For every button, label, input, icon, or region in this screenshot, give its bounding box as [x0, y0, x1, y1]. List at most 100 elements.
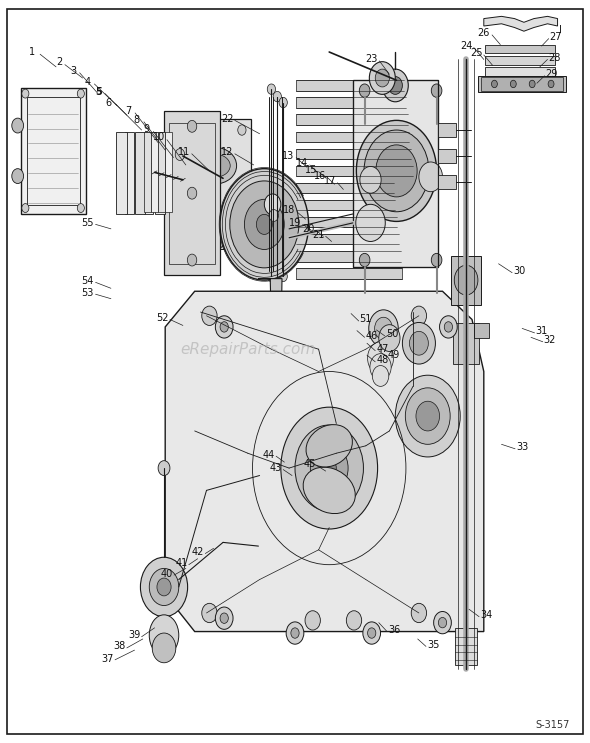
Bar	[296, 149, 411, 159]
Text: 21: 21	[313, 230, 324, 240]
Circle shape	[205, 223, 226, 250]
Circle shape	[346, 611, 362, 630]
Circle shape	[211, 160, 220, 172]
Circle shape	[444, 322, 453, 332]
Text: 40: 40	[160, 568, 172, 579]
Bar	[165, 132, 172, 212]
Circle shape	[372, 366, 389, 386]
Circle shape	[230, 181, 299, 268]
Text: 55: 55	[81, 218, 94, 228]
Bar	[144, 132, 151, 212]
Circle shape	[369, 62, 395, 94]
Text: 20: 20	[302, 224, 314, 234]
Circle shape	[322, 459, 336, 477]
Circle shape	[360, 166, 381, 193]
Circle shape	[510, 80, 516, 88]
Text: 9: 9	[143, 124, 149, 134]
Circle shape	[140, 557, 188, 617]
Ellipse shape	[306, 424, 352, 467]
Text: 23: 23	[366, 54, 378, 65]
Text: 4: 4	[84, 77, 90, 87]
Text: 35: 35	[428, 640, 440, 650]
Circle shape	[215, 607, 233, 629]
Text: 18: 18	[283, 205, 295, 215]
Circle shape	[431, 253, 442, 267]
Circle shape	[454, 265, 478, 295]
Text: 51: 51	[360, 314, 372, 325]
Text: 2: 2	[56, 57, 62, 68]
Ellipse shape	[201, 155, 230, 177]
Circle shape	[158, 461, 170, 476]
Text: 43: 43	[270, 463, 282, 473]
Circle shape	[411, 603, 427, 623]
Circle shape	[157, 578, 171, 596]
Circle shape	[548, 80, 554, 88]
Text: 16: 16	[314, 171, 326, 181]
Bar	[296, 200, 395, 210]
Circle shape	[149, 568, 179, 606]
Circle shape	[305, 611, 320, 630]
Bar	[169, 123, 215, 264]
Text: S-3157: S-3157	[535, 720, 569, 730]
Text: 39: 39	[129, 630, 140, 640]
Bar	[296, 183, 394, 193]
Circle shape	[188, 187, 197, 199]
Circle shape	[267, 84, 276, 94]
Circle shape	[12, 169, 24, 184]
Text: 15: 15	[305, 165, 317, 175]
Ellipse shape	[149, 615, 179, 656]
Circle shape	[375, 317, 392, 340]
Bar	[296, 234, 399, 244]
Bar	[27, 97, 80, 205]
Bar	[125, 132, 134, 214]
Circle shape	[202, 306, 217, 325]
Text: 17: 17	[324, 176, 336, 186]
Ellipse shape	[303, 467, 355, 513]
Circle shape	[295, 394, 340, 450]
Circle shape	[376, 145, 417, 197]
Circle shape	[188, 120, 197, 132]
Circle shape	[356, 204, 385, 241]
Polygon shape	[485, 67, 555, 76]
Circle shape	[368, 342, 394, 374]
Text: 26: 26	[478, 28, 490, 39]
Circle shape	[375, 69, 389, 87]
Circle shape	[152, 633, 176, 663]
Bar	[151, 132, 158, 212]
Circle shape	[77, 89, 84, 98]
Circle shape	[146, 163, 158, 178]
Text: eRepairParts.com: eRepairParts.com	[180, 342, 316, 357]
Circle shape	[491, 80, 497, 88]
Circle shape	[382, 69, 408, 102]
Circle shape	[185, 125, 193, 135]
Circle shape	[12, 118, 24, 133]
Circle shape	[238, 207, 246, 217]
Bar	[296, 268, 402, 279]
Polygon shape	[165, 291, 484, 632]
Text: 14: 14	[296, 158, 308, 169]
Bar	[438, 175, 456, 189]
Text: 29: 29	[546, 69, 558, 80]
Bar	[296, 166, 413, 176]
Bar	[135, 132, 145, 214]
Text: 31: 31	[536, 326, 548, 337]
Text: 8: 8	[134, 115, 140, 126]
Circle shape	[363, 622, 381, 644]
Circle shape	[402, 322, 435, 364]
Text: 19: 19	[289, 218, 301, 228]
Polygon shape	[485, 78, 555, 87]
Text: 6: 6	[105, 97, 111, 108]
Bar	[158, 132, 165, 212]
Circle shape	[238, 125, 246, 135]
Circle shape	[431, 84, 442, 97]
Circle shape	[215, 316, 233, 338]
Text: 41: 41	[176, 558, 188, 568]
Circle shape	[22, 204, 29, 212]
Text: 49: 49	[388, 350, 400, 360]
Circle shape	[279, 97, 287, 108]
Text: 48: 48	[376, 355, 388, 366]
Bar	[481, 77, 563, 91]
Text: 22: 22	[221, 114, 234, 124]
Bar	[451, 256, 481, 305]
Text: 44: 44	[263, 450, 274, 460]
